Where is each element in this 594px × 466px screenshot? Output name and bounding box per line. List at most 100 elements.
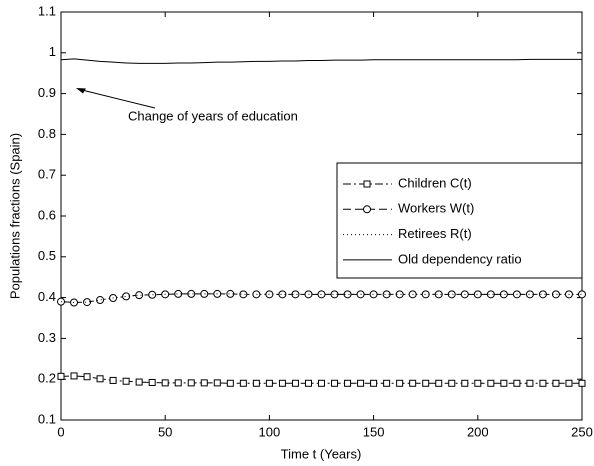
marker	[552, 379, 560, 387]
y-tick-label: 1.1	[38, 3, 56, 18]
marker	[344, 379, 352, 387]
marker	[422, 379, 430, 387]
marker	[551, 290, 560, 299]
marker	[474, 379, 482, 387]
marker	[434, 290, 443, 299]
marker	[363, 180, 371, 188]
x-tick-label: 0	[57, 424, 64, 439]
x-tick-label: 150	[363, 424, 385, 439]
marker	[578, 290, 586, 299]
x-tick-label: 250	[571, 424, 593, 439]
y-tick-label: 0.7	[38, 167, 56, 182]
marker	[331, 379, 339, 387]
x-tick-label: 100	[259, 424, 281, 439]
marker	[409, 379, 417, 387]
marker	[448, 379, 456, 387]
marker	[161, 379, 169, 387]
marker	[343, 290, 352, 299]
marker	[278, 379, 286, 387]
marker	[525, 290, 534, 299]
x-axis-label: Time t (Years)	[281, 446, 362, 461]
marker	[70, 298, 79, 307]
marker	[357, 379, 365, 387]
marker	[539, 379, 547, 387]
marker	[330, 290, 339, 299]
marker	[486, 290, 495, 299]
y-tick-label: 0.8	[38, 126, 56, 141]
marker	[148, 378, 156, 386]
y-tick-label: 0.1	[38, 411, 56, 426]
marker	[200, 379, 208, 387]
marker	[200, 289, 209, 298]
marker	[382, 290, 391, 299]
marker	[291, 379, 299, 387]
marker	[318, 379, 325, 387]
marker	[500, 379, 508, 387]
legend-label: Retirees R(t)	[398, 226, 472, 241]
marker	[278, 290, 287, 299]
marker	[395, 290, 404, 299]
marker	[174, 379, 182, 387]
marker	[447, 290, 456, 299]
marker	[187, 379, 195, 387]
marker	[213, 379, 221, 387]
marker	[226, 289, 235, 298]
y-tick-label: 1	[49, 44, 56, 59]
legend-box	[336, 162, 583, 279]
marker	[369, 290, 378, 299]
marker	[363, 205, 371, 214]
marker	[396, 379, 404, 387]
legend-label: Old dependency ratio	[398, 251, 522, 266]
y-tick-label: 0.9	[38, 85, 56, 100]
marker	[473, 290, 482, 299]
annotation-arrow	[77, 88, 156, 109]
marker	[135, 378, 143, 386]
annotation: Change of years of education	[128, 108, 298, 123]
y-tick-label: 0.4	[38, 289, 56, 304]
y-axis-label: Populations fractions (Spain)	[7, 133, 22, 299]
marker	[135, 291, 144, 300]
marker	[370, 379, 378, 387]
marker	[538, 290, 547, 299]
marker	[317, 290, 326, 299]
marker	[148, 290, 157, 299]
marker	[513, 379, 521, 387]
marker	[383, 379, 391, 387]
marker	[565, 379, 573, 387]
marker	[96, 375, 104, 383]
legend-label: Workers W(t)	[398, 201, 474, 216]
marker	[122, 292, 131, 301]
marker	[252, 379, 260, 387]
marker	[291, 290, 300, 299]
marker	[578, 379, 586, 387]
y-tick-label: 0.6	[38, 207, 56, 222]
marker	[499, 290, 508, 299]
marker	[226, 379, 234, 387]
marker	[304, 379, 312, 387]
marker	[187, 289, 196, 298]
series-line	[60, 58, 582, 64]
marker	[70, 372, 78, 380]
marker	[83, 373, 91, 381]
marker	[239, 290, 248, 299]
marker	[96, 296, 105, 305]
y-tick-label: 0.3	[38, 330, 56, 345]
marker	[174, 289, 183, 298]
arrow-head	[76, 88, 86, 94]
marker	[109, 376, 117, 384]
x-tick-label: 200	[467, 424, 489, 439]
marker	[239, 379, 247, 387]
marker	[265, 379, 273, 387]
marker	[57, 372, 65, 380]
marker	[252, 290, 261, 299]
marker	[461, 379, 469, 387]
marker	[122, 377, 130, 385]
marker	[421, 290, 430, 299]
marker	[526, 379, 534, 387]
marker	[487, 379, 495, 387]
y-tick-label: 0.5	[38, 248, 56, 263]
legend-label: Children C(t)	[398, 175, 472, 190]
series-line	[60, 293, 582, 303]
marker	[83, 298, 92, 307]
